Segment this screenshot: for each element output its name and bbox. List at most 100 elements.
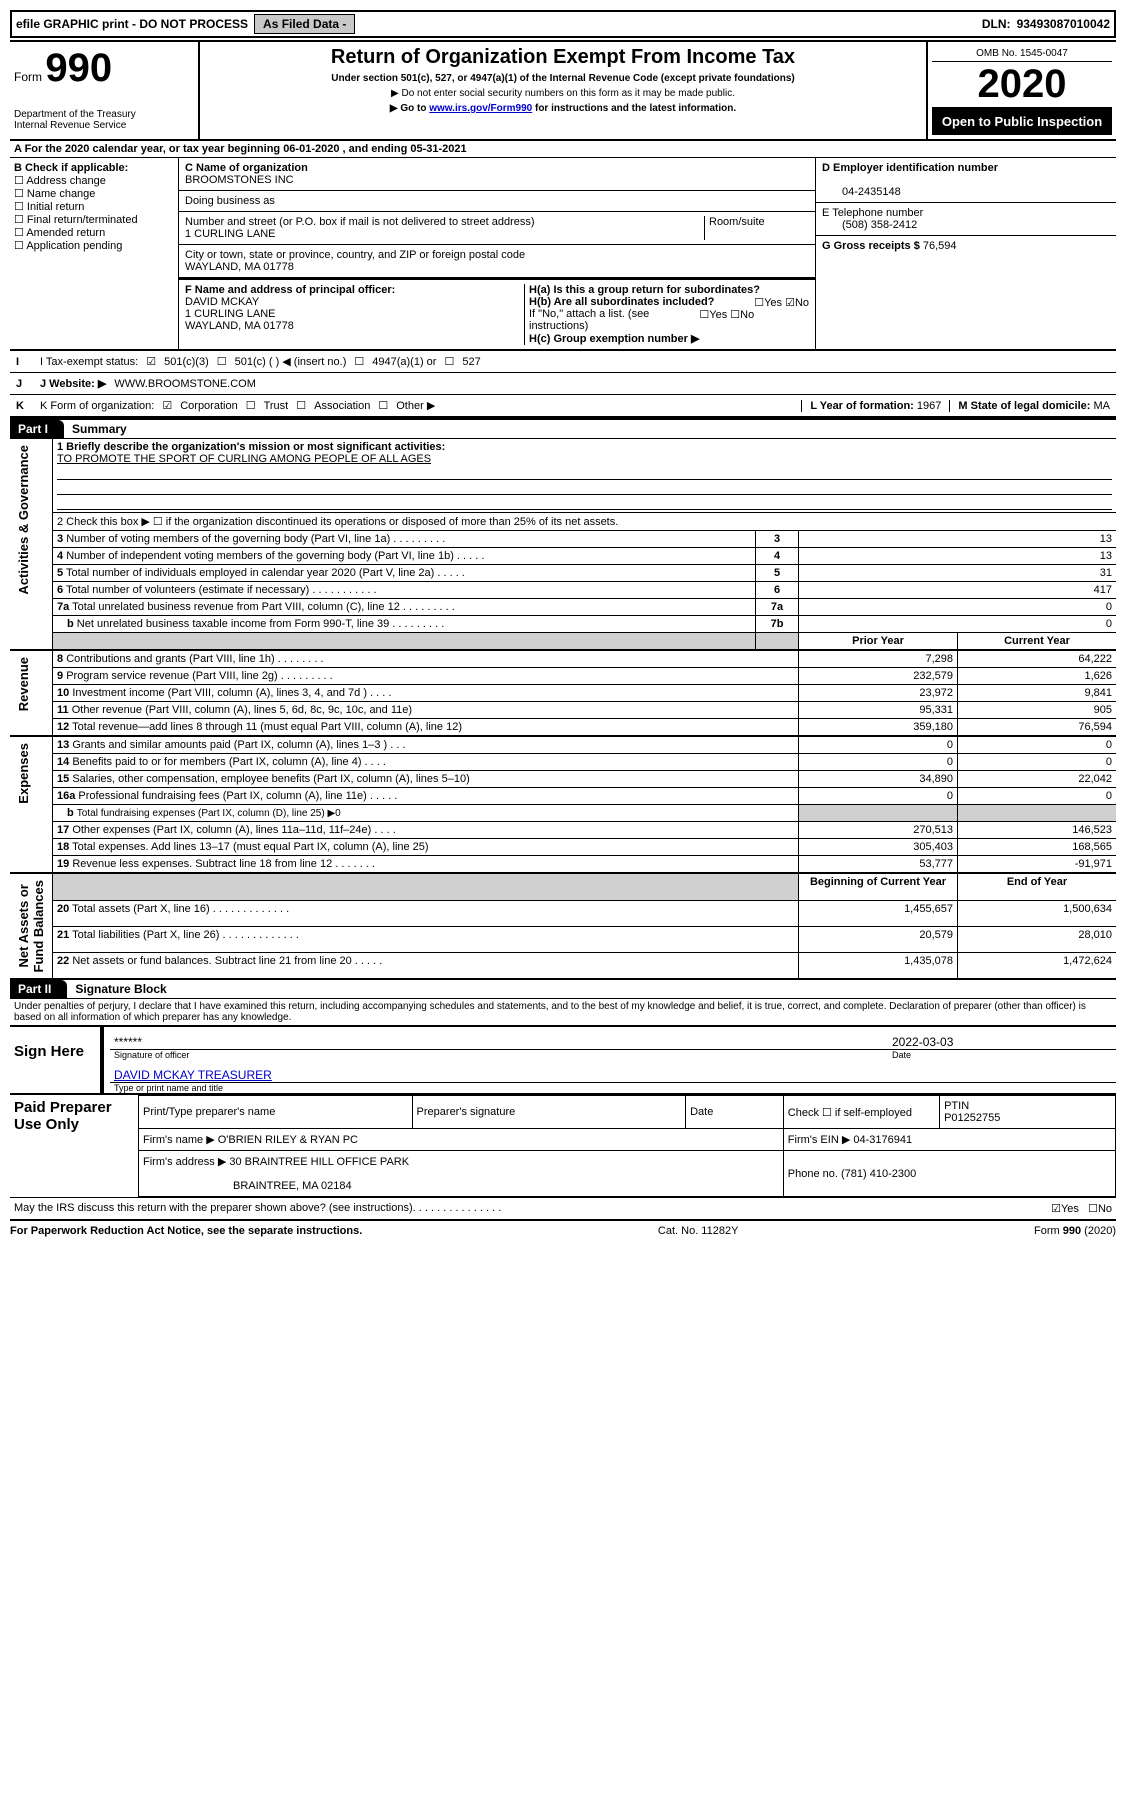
bullet-ssn: ▶ Do not enter social security numbers o… xyxy=(204,88,922,99)
tax-year: 2020 xyxy=(932,62,1112,108)
form-990-page: efile GRAPHIC print - DO NOT PROCESS As … xyxy=(0,0,1126,1247)
form-ref: Form 990 (2020) xyxy=(1034,1225,1116,1237)
firm-phone: (781) 410-2300 xyxy=(841,1168,916,1180)
officer-line: WAYLAND, MA 01778 xyxy=(185,320,294,332)
rowm-label: M State of legal domicile: xyxy=(958,400,1090,412)
pra-notice: For Paperwork Reduction Act Notice, see … xyxy=(10,1225,362,1237)
rowj-label: J Website: ▶ xyxy=(40,377,106,390)
omb-number: OMB No. 1545-0047 xyxy=(932,46,1112,62)
org-name: BROOMSTONES INC xyxy=(185,174,294,186)
row-a-taxyear: A For the 2020 calendar year, or tax yea… xyxy=(10,139,1116,157)
city-label: City or town, state or province, country… xyxy=(185,249,525,261)
addr-label: Number and street (or P.O. box if mail i… xyxy=(185,216,535,228)
date-label: Date xyxy=(888,1050,1116,1060)
rowl-label: L Year of formation: xyxy=(810,400,914,412)
efile-label: efile GRAPHIC print - DO NOT PROCESS xyxy=(16,17,248,31)
boxc-label: C Name of organization xyxy=(185,162,308,174)
name-title-label: Type or print name and title xyxy=(110,1083,1116,1093)
firm-ein: 04-3176941 xyxy=(853,1134,912,1146)
part2-title: Signature Block xyxy=(67,980,174,998)
box-b: B Check if applicable: ☐ Address change … xyxy=(10,158,179,349)
row-klm: K K Form of organization: ☑ Corporation … xyxy=(10,395,1116,418)
boxb-opt: ☐ Application pending xyxy=(14,239,174,252)
signature-block: Sign Here ****** 2022-03-03 Signature of… xyxy=(10,1025,1116,1093)
line2: 2 Check this box ▶ ☐ if the organization… xyxy=(53,513,1117,531)
side-ag: Activities & Governance xyxy=(14,441,33,599)
part1-title: Summary xyxy=(64,420,135,438)
room-suite-label: Room/suite xyxy=(704,216,809,240)
discuss-text: May the IRS discuss this return with the… xyxy=(14,1202,413,1215)
val: 13 xyxy=(799,531,1117,548)
row-j: J J Website: ▶ WWW.BROOMSTONE.COM xyxy=(10,373,1116,395)
phone: (508) 358-2412 xyxy=(822,219,917,231)
website: WWW.BROOMSTONE.COM xyxy=(114,378,256,390)
form-subtitle: Under section 501(c), 527, or 4947(a)(1)… xyxy=(204,73,922,84)
boxb-opt: ☐ Final return/terminated xyxy=(14,213,174,226)
state-domicile: MA xyxy=(1094,400,1111,412)
page-footer: For Paperwork Reduction Act Notice, see … xyxy=(10,1219,1116,1237)
entity-info-grid: B Check if applicable: ☐ Address change … xyxy=(10,157,1116,351)
ptin: P01252755 xyxy=(944,1112,1000,1124)
dept-treasury: Department of the Treasury Internal Reve… xyxy=(14,109,194,131)
ha-label: H(a) Is this a group return for subordin… xyxy=(529,284,760,296)
boxf-label: F Name and address of principal officer: xyxy=(185,284,395,296)
hc-label: H(c) Group exemption number ▶ xyxy=(529,332,809,345)
prep-hdr-sig: Preparer's signature xyxy=(412,1096,686,1129)
boxe-label: E Telephone number xyxy=(822,207,923,219)
city-state-zip: WAYLAND, MA 01778 xyxy=(185,261,294,273)
dln-value: 93493087010042 xyxy=(1017,17,1110,31)
bullet-goto: ▶ Go to www.irs.gov/Form990 for instruct… xyxy=(204,103,922,114)
hdr-boy: Beginning of Current Year xyxy=(799,873,958,900)
sign-here-label: Sign Here xyxy=(10,1027,98,1093)
part1-table: Activities & Governance 1 Briefly descri… xyxy=(10,439,1116,978)
rowi-label: I Tax-exempt status: xyxy=(40,356,138,368)
street-addr: 1 CURLING LANE xyxy=(185,228,275,240)
prep-hdr-date: Date xyxy=(686,1096,784,1129)
prep-hdr-name: Print/Type preparer's name xyxy=(139,1096,413,1129)
dln-label: DLN: xyxy=(982,17,1011,31)
side-rev: Revenue xyxy=(14,653,33,715)
goto-pre: ▶ Go to xyxy=(390,103,429,114)
firm-addr2: BRAINTREE, MA 02184 xyxy=(143,1180,352,1192)
row-i: I I Tax-exempt status: ☑ 501(c)(3) ☐ 501… xyxy=(10,351,1116,373)
501c3: 501(c)(3) xyxy=(164,356,209,368)
firm-ein-label: Firm's EIN ▶ xyxy=(788,1134,851,1146)
part1-tag: Part I xyxy=(10,420,64,438)
perjury-statement: Under penalties of perjury, I declare th… xyxy=(10,999,1116,1025)
form-number: 990 xyxy=(45,46,112,90)
self-employed: Check ☐ if self-employed xyxy=(783,1096,939,1129)
box-h: H(a) Is this a group return for subordin… xyxy=(525,284,809,345)
goto-post: for instructions and the latest informat… xyxy=(532,103,736,114)
irs-link[interactable]: www.irs.gov/Form990 xyxy=(429,103,532,114)
side-na: Net Assets or Fund Balances xyxy=(14,876,48,976)
boxb-opt: ☐ Address change xyxy=(14,174,174,187)
signature-redacted: ****** xyxy=(114,1035,142,1049)
officer-name-link[interactable]: DAVID MCKAY TREASURER xyxy=(114,1068,272,1082)
part2-header: Part II Signature Block xyxy=(10,978,1116,999)
4947: 4947(a)(1) or xyxy=(372,356,436,368)
boxd-label: D Employer identification number xyxy=(822,162,998,174)
officer-line: DAVID MCKAY xyxy=(185,296,259,308)
gross-receipts: 76,594 xyxy=(923,240,957,252)
form-word: Form xyxy=(14,70,42,84)
501c: 501(c) ( ) ◀ (insert no.) xyxy=(235,355,347,368)
firm-name: O'BRIEN RILEY & RYAN PC xyxy=(218,1134,358,1146)
part2-tag: Part II xyxy=(10,980,67,998)
efile-topbar: efile GRAPHIC print - DO NOT PROCESS As … xyxy=(10,10,1116,38)
line1-label: 1 Briefly describe the organization's mi… xyxy=(57,441,445,453)
form-header: Form 990 Department of the Treasury Inte… xyxy=(10,40,1116,139)
ein: 04-2435148 xyxy=(822,186,901,198)
hdr-eoy: End of Year xyxy=(958,873,1117,900)
hb-label: H(b) Are all subordinates included? xyxy=(529,296,714,308)
rowk-label: K Form of organization: xyxy=(40,400,154,412)
side-exp: Expenses xyxy=(14,739,33,808)
discuss-row: May the IRS discuss this return with the… xyxy=(10,1197,1116,1219)
dba-label: Doing business as xyxy=(179,191,815,212)
box-b-label: B Check if applicable: xyxy=(14,162,174,174)
sig-label: Signature of officer xyxy=(110,1050,888,1060)
hdr-prior: Prior Year xyxy=(799,633,958,651)
boxb-opt: ☐ Name change xyxy=(14,187,174,200)
firm-addr1: 30 BRAINTREE HILL OFFICE PARK xyxy=(229,1156,409,1168)
asfiled-field: As Filed Data - xyxy=(254,14,355,34)
officer-line: 1 CURLING LANE xyxy=(185,308,275,320)
